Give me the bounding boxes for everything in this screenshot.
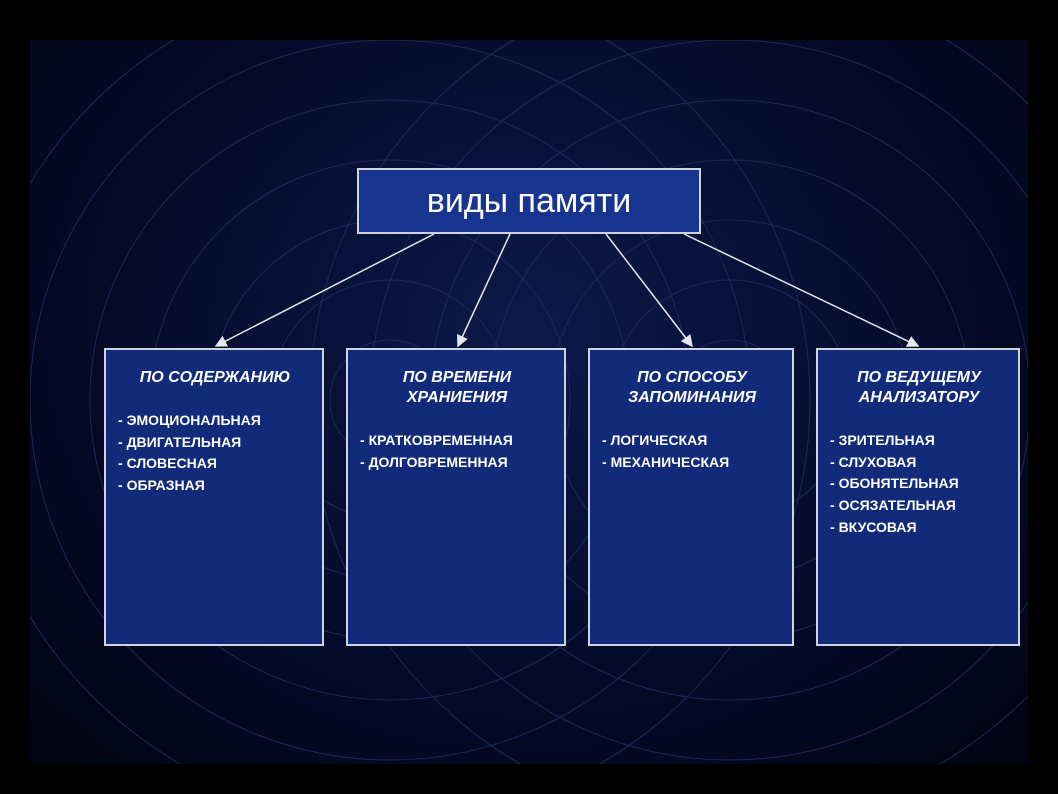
branch-item: ДОЛГОВРЕМЕННАЯ	[360, 452, 554, 474]
branch-items: ЭМОЦИОНАЛЬНАЯДВИГАТЕЛЬНАЯСЛОВЕСНАЯОБРАЗН…	[118, 410, 312, 497]
branch-item: МЕХАНИЧЕСКАЯ	[602, 452, 782, 474]
branch-item: ОБОНЯТЕЛЬНАЯ	[830, 473, 1008, 495]
branch-item: ЭМОЦИОНАЛЬНАЯ	[118, 410, 312, 432]
branch-title: ПО ВРЕМЕНИ ХРАНИЕНИЯ	[360, 368, 554, 408]
branch-item: СЛУХОВАЯ	[830, 452, 1008, 474]
branch-item: ЛОГИЧЕСКАЯ	[602, 430, 782, 452]
branch-item: КРАТКОВРЕМЕННАЯ	[360, 430, 554, 452]
branch-content: ПО СОДЕРЖАНИЮ ЭМОЦИОНАЛЬНАЯДВИГАТЕЛЬНАЯСЛ…	[104, 348, 324, 646]
diagram-title-text: виды памяти	[427, 182, 631, 221]
branch-item: ВКУСОВАЯ	[830, 517, 1008, 539]
slide-background: виды памяти ПО СОДЕРЖАНИЮ ЭМОЦИОНАЛЬНАЯДВ…	[30, 40, 1028, 764]
branch-storage-time: ПО ВРЕМЕНИ ХРАНИЕНИЯ КРАТКОВРЕМЕННАЯДОЛГО…	[346, 348, 566, 646]
branch-method: ПО СПОСОБУ ЗАПОМИНАНИЯ ЛОГИЧЕСКАЯМЕХАНИЧЕ…	[588, 348, 794, 646]
branch-title: ПО СПОСОБУ ЗАПОМИНАНИЯ	[602, 368, 782, 408]
branch-items: ЗРИТЕЛЬНАЯСЛУХОВАЯОБОНЯТЕЛЬНАЯОСЯЗАТЕЛЬН…	[830, 430, 1008, 538]
branch-items: КРАТКОВРЕМЕННАЯДОЛГОВРЕМЕННАЯ	[360, 430, 554, 473]
branch-items: ЛОГИЧЕСКАЯМЕХАНИЧЕСКАЯ	[602, 430, 782, 473]
branch-item: ОСЯЗАТЕЛЬНАЯ	[830, 495, 1008, 517]
branch-item: ОБРАЗНАЯ	[118, 475, 312, 497]
diagram-title: виды памяти	[357, 168, 701, 234]
branch-title: ПО ВЕДУЩЕМУ АНАЛИЗАТОРУ	[830, 368, 1008, 408]
branch-item: СЛОВЕСНАЯ	[118, 453, 312, 475]
branch-analyzer: ПО ВЕДУЩЕМУ АНАЛИЗАТОРУ ЗРИТЕЛЬНАЯСЛУХОВА…	[816, 348, 1020, 646]
branch-item: ЗРИТЕЛЬНАЯ	[830, 430, 1008, 452]
branch-title: ПО СОДЕРЖАНИЮ	[118, 368, 312, 388]
branch-item: ДВИГАТЕЛЬНАЯ	[118, 432, 312, 454]
